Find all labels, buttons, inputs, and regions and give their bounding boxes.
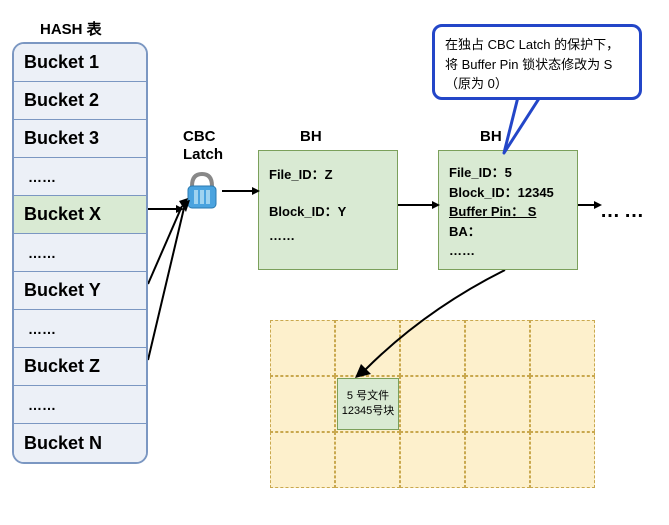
grid-cell [465, 432, 530, 488]
bucket-8: Bucket Z [14, 348, 146, 386]
bh1-file-id: File_ID：Z [269, 163, 387, 186]
arrow-z-to-latch [148, 198, 198, 364]
bucket-5: …… [14, 234, 146, 272]
bh1-label: BH [300, 128, 322, 145]
grid-cell [270, 320, 335, 376]
bucket-6: Bucket Y [14, 272, 146, 310]
block-num-text: 12345号块 [338, 404, 398, 419]
bucket-0: Bucket 1 [14, 44, 146, 82]
grid-cell [270, 432, 335, 488]
arrow-bh2-to-block [355, 270, 515, 380]
bh2-buffer-pin: Buffer Pin： S [449, 202, 567, 222]
hash-table: Bucket 1Bucket 2Bucket 3……Bucket X……Buck… [12, 42, 148, 464]
bucket-9: …… [14, 386, 146, 424]
arrow-latch-to-bh1 [222, 186, 260, 196]
grid-cell [530, 376, 595, 432]
bucket-2: Bucket 3 [14, 120, 146, 158]
bh2-file-id: File_ID：5 [449, 163, 567, 183]
grid-cell [335, 432, 400, 488]
bucket-7: …… [14, 310, 146, 348]
bh1-block-id: Block_ID：Y [269, 200, 387, 223]
bucket-1: Bucket 2 [14, 82, 146, 120]
bh2-block-id: Block_ID：12345 [449, 183, 567, 203]
bh-box-2: File_ID：5 Block_ID：12345 Buffer Pin： S B… [438, 150, 578, 270]
continuation-dots: …… [600, 200, 648, 223]
grid-cell [530, 320, 595, 376]
bh-box-1: File_ID：Z Block_ID：Y …… [258, 150, 398, 270]
bh2-rest: …… [449, 241, 567, 261]
grid-cell [400, 432, 465, 488]
bh2-ba: BA： [449, 222, 567, 242]
cbc-latch-label: CBC Latch [183, 128, 223, 164]
bh1-rest: …… [269, 224, 387, 247]
bucket-3: …… [14, 158, 146, 196]
hash-table-title: HASH 表 [40, 18, 102, 39]
callout-bubble: 在独占 CBC Latch 的保护下，将 Buffer Pin 锁状态修改为 S… [432, 24, 642, 100]
arrow-bh1-to-bh2 [398, 200, 440, 210]
arrow-bh2-to-cont [578, 200, 602, 210]
bucket-10: Bucket N [14, 424, 146, 462]
block-file-text: 5 号文件 [338, 389, 398, 404]
grid-cell [270, 376, 335, 432]
grid-cell [465, 376, 530, 432]
grid-cell [400, 376, 465, 432]
grid-target-block: 5 号文件 12345号块 [337, 378, 399, 430]
bh2-label: BH [480, 128, 502, 145]
grid-cell [530, 432, 595, 488]
bucket-4: Bucket X [14, 196, 146, 234]
callout-tail-icon [500, 97, 550, 155]
